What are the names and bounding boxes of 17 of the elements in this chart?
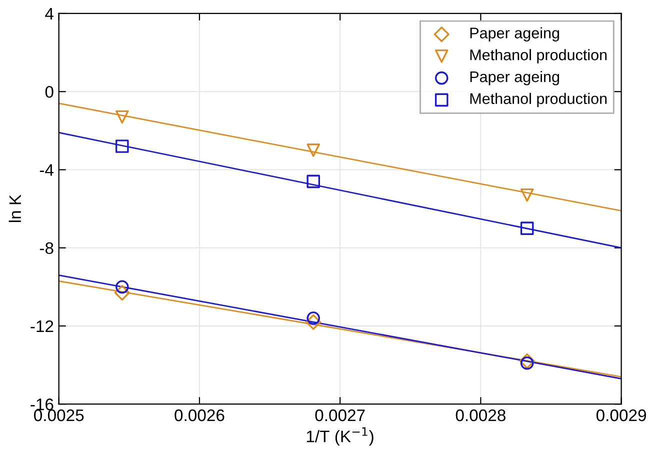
legend-label: Paper ageing [470, 70, 560, 86]
y-tick-label: 4 [45, 8, 54, 20]
legend-label: Methanol production [470, 49, 607, 64]
x-tick-label: 0.0029 [596, 409, 646, 422]
y-tick-label: 0 [45, 86, 54, 98]
x-axis-title: 1/T (K$^{−1}$) [306, 427, 374, 446]
y-tick-label: -4 [40, 164, 54, 176]
legend-label: Paper ageing [470, 27, 560, 42]
x-tick-label: 0.0025 [34, 409, 84, 422]
y-axis-title: ln K [8, 194, 21, 222]
x-tick-label: 0.0027 [315, 409, 365, 422]
legend-label: Methanol production [470, 92, 607, 108]
x-tick-label: 0.0028 [456, 409, 506, 422]
y-tick-label: -16 [30, 398, 54, 410]
y-tick-label: -8 [40, 242, 54, 254]
x-tick-label: 0.0026 [174, 409, 224, 422]
y-tick-label: -12 [30, 320, 54, 332]
